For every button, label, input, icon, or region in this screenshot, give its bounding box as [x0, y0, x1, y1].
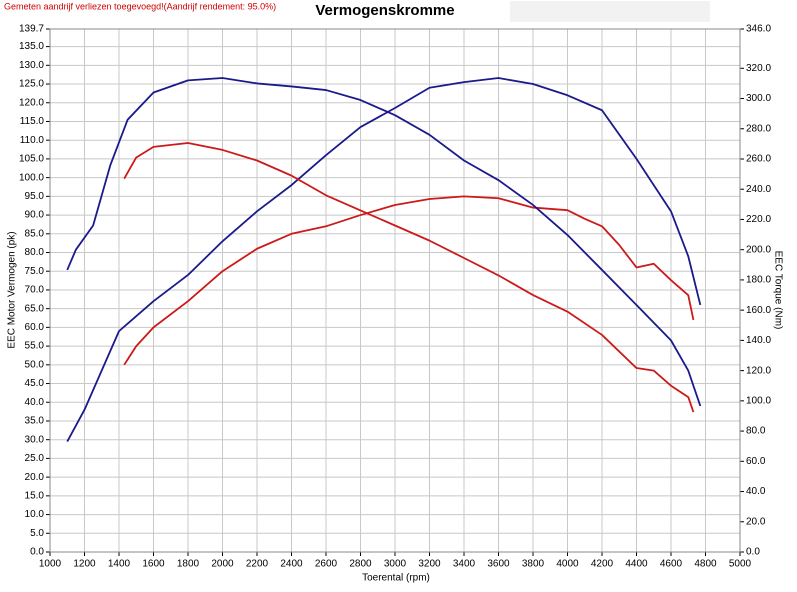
y-tick-label: 10.0 — [25, 509, 45, 520]
y2-tick-label: 320.0 — [746, 63, 771, 74]
blank-field — [510, 1, 710, 22]
x-tick-label: 1200 — [73, 559, 96, 570]
x-tick-label: 3400 — [453, 559, 476, 570]
y2-tick-label: 120.0 — [746, 365, 771, 376]
note: Gemeten aandrijf verliezen toegevoegd!(A… — [4, 1, 276, 11]
y-tick-label: 0.0 — [30, 547, 44, 558]
y-tick-label: 30.0 — [25, 434, 45, 445]
x-axis-label: Toerental (rpm) — [362, 573, 430, 584]
x-tick-label: 4200 — [591, 559, 614, 570]
x-tick-label: 2600 — [315, 559, 338, 570]
x-tick-label: 4400 — [625, 559, 648, 570]
y-tick-label: 25.0 — [25, 453, 45, 464]
series-line — [123, 195, 695, 366]
plot-frame — [49, 28, 741, 553]
y-tick-label: 70.0 — [25, 285, 45, 296]
y2-tick-label: 280.0 — [746, 123, 771, 134]
x-tick-label: 3600 — [487, 559, 510, 570]
y-tick-label: 5.0 — [30, 528, 44, 539]
y-tick-label: 15.0 — [25, 490, 45, 501]
x-tick-label: 3800 — [522, 559, 545, 570]
x-tick-label: 5000 — [729, 559, 752, 570]
x-tick-label: 2200 — [246, 559, 269, 570]
y-tick-label: 115.0 — [20, 116, 45, 127]
y-tick-label: 130.0 — [19, 60, 44, 71]
y-tick-label: 60.0 — [25, 322, 45, 333]
y2-tick-label: 180.0 — [746, 275, 771, 286]
y-tick-label: 125.0 — [19, 79, 44, 90]
y-tick-label: 50.0 — [25, 359, 45, 370]
y-tick-label: 40.0 — [25, 397, 45, 408]
chart-title: Vermogenskromme — [315, 2, 454, 19]
series-line — [66, 77, 702, 407]
x-tick-label: 3200 — [418, 559, 441, 570]
y2-tick-label: 140.0 — [746, 335, 771, 346]
y-tick-label: 75.0 — [25, 266, 45, 277]
y2-tick-label: 160.0 — [746, 305, 771, 316]
x-tick-label: 1600 — [142, 559, 165, 570]
y2-axis-label: EEC Torque (Nm) — [772, 251, 783, 330]
x-tick-label: 2400 — [280, 559, 303, 570]
x-tick-label: 1000 — [39, 559, 62, 570]
y-tick-label: 105.0 — [19, 154, 44, 165]
x-tick-label: 4000 — [556, 559, 579, 570]
y2-tick-label: 60.0 — [746, 456, 766, 467]
y-tick-label: 110.0 — [20, 135, 45, 146]
y2-tick-label: 346.0 — [746, 24, 771, 35]
series-line — [66, 77, 702, 442]
y-tick-label: 80.0 — [25, 247, 45, 258]
x-tick-label: 2000 — [211, 559, 234, 570]
y-tick-label: 65.0 — [25, 303, 45, 314]
y2-tick-label: 300.0 — [746, 93, 771, 104]
y-axis-label: EEC Motor Vermogen (pk) — [7, 231, 18, 348]
y2-tick-label: 240.0 — [746, 184, 771, 195]
y2-tick-label: 40.0 — [746, 486, 766, 497]
series-line — [123, 142, 695, 413]
x-tick-label: 4800 — [694, 559, 717, 570]
y-tick-label: 139.7 — [19, 24, 44, 35]
x-tick-label: 4600 — [660, 559, 683, 570]
y2-tick-label: 0.0 — [746, 547, 760, 558]
y-tick-label: 45.0 — [25, 378, 45, 389]
y2-tick-label: 100.0 — [746, 395, 771, 406]
y2-tick-label: 80.0 — [746, 426, 766, 437]
y-tick-label: 120.0 — [19, 97, 44, 108]
x-tick-label: 1800 — [177, 559, 200, 570]
y-tick-label: 100.0 — [19, 172, 44, 183]
y-tick-label: 95.0 — [25, 191, 45, 202]
x-tick-label: 2800 — [349, 559, 372, 570]
y-tick-label: 85.0 — [25, 228, 45, 239]
y-tick-label: 20.0 — [25, 472, 45, 483]
x-tick-label: 1400 — [108, 559, 131, 570]
y-tick-label: 55.0 — [25, 341, 45, 352]
y2-tick-label: 20.0 — [746, 516, 766, 527]
y-tick-label: 90.0 — [25, 210, 45, 221]
y-tick-label: 135.0 — [19, 41, 44, 52]
y2-tick-label: 200.0 — [746, 244, 771, 255]
y2-tick-label: 220.0 — [746, 214, 771, 225]
y-tick-label: 35.0 — [25, 416, 45, 427]
x-tick-label: 3000 — [384, 559, 407, 570]
y2-tick-label: 260.0 — [746, 154, 771, 165]
